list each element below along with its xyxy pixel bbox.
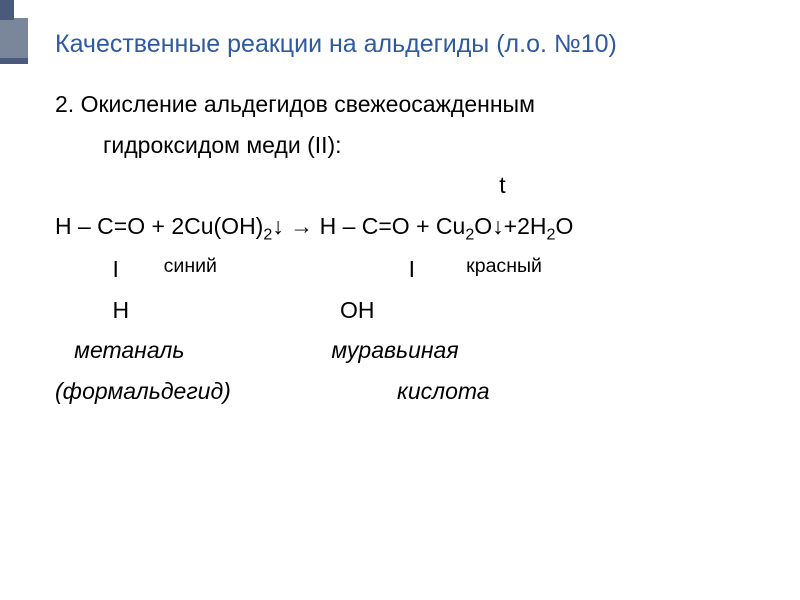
eq-sub-2: 2 [465, 225, 474, 243]
color-label-row: I синий I красный [55, 252, 760, 287]
slide-title: Качественные реакции на альдегиды (л.о. … [55, 30, 760, 59]
name-formaldehyde: (формальдегид) [55, 374, 231, 409]
names-row-1: метаналь муравьиная [55, 333, 760, 368]
eq-end-o: O [555, 213, 573, 239]
temperature-mark: t [55, 168, 760, 203]
eq-arrow-down-1: ↓ [272, 213, 284, 239]
row3-oh: OH [129, 293, 374, 328]
subtitle-line-2: гидроксидом меди (II): [55, 128, 760, 163]
names-row-2: (формальдегид) кислота [55, 374, 760, 409]
eq-left: H – C=O + 2Cu(OH) [55, 213, 263, 239]
eq-arrow: → [284, 213, 320, 239]
row2-col2: I [217, 252, 466, 287]
name-acid: кислота [231, 374, 490, 409]
eq-sub-1: 2 [263, 225, 272, 243]
subtitle-line-1: 2. Окисление альдегидов свежеосажденным [55, 87, 760, 122]
eq-right: H – C=O + Cu [320, 213, 466, 239]
row2-col1: I [55, 252, 164, 287]
bond-label-row: H OH [55, 293, 760, 328]
name-formic: муравьиная [184, 333, 458, 368]
row3-h: H [55, 293, 129, 328]
eq-mid-o: O [474, 213, 492, 239]
slide-body: 2. Окисление альдегидов свежеосажденным … [55, 87, 760, 408]
label-blue: синий [164, 252, 217, 287]
name-methanal: метаналь [55, 333, 184, 368]
label-red: красный [466, 252, 542, 287]
equation-line: H – C=O + 2Cu(OH)2↓ → H – C=O + Cu2O↓+2H… [55, 209, 760, 247]
eq-arrow-down-2: ↓ [492, 213, 504, 239]
slide-container: Качественные реакции на альдегиды (л.о. … [0, 0, 800, 444]
eq-tail: +2H [504, 213, 547, 239]
